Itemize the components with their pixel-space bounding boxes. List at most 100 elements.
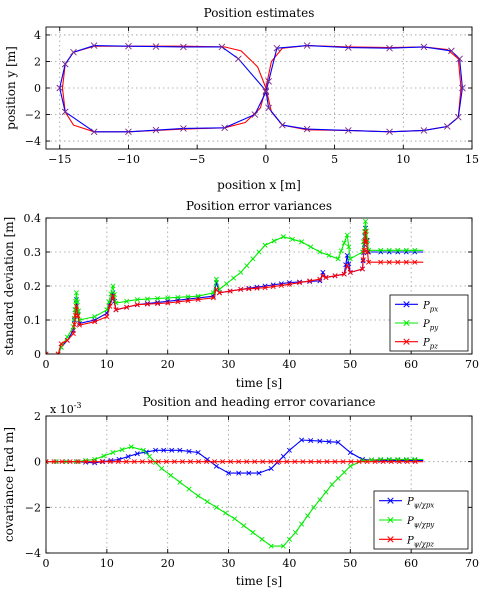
series-marker-2 (175, 294, 181, 300)
series-marker-2 (223, 510, 229, 516)
series-marker-3 (300, 459, 306, 465)
series-marker-3 (64, 337, 70, 343)
y-tick-label: −2 (25, 109, 41, 122)
series-marker-3 (340, 459, 346, 465)
series-marker-2 (144, 296, 150, 302)
series-marker-3 (403, 259, 409, 265)
series-marker-2 (119, 447, 125, 453)
series-marker-3 (361, 247, 367, 253)
series-marker-3 (395, 259, 401, 265)
series-marker-2 (238, 269, 244, 275)
series-marker-2 (259, 536, 265, 542)
series-marker-2 (268, 543, 274, 549)
series-marker-1 (226, 470, 232, 476)
legend: Pψ/χpx Pψ/χpy Pψ/χpz (373, 490, 469, 550)
x-tick-label: 30 (222, 358, 236, 371)
series-marker-2 (251, 111, 259, 118)
x-tick-label: 0 (43, 557, 50, 570)
series-marker-2 (152, 126, 160, 134)
series-marker-2 (110, 450, 116, 456)
series-marker-3 (412, 259, 418, 265)
series-marker-2 (386, 247, 392, 253)
series-marker-2 (456, 55, 463, 63)
x-tick-label: 0 (262, 153, 269, 166)
chart-panel-3: Position and heading error covariance 0 10… (2, 395, 479, 588)
series-marker-3 (364, 459, 370, 465)
series-marker-2 (235, 55, 242, 63)
series-marker-2 (420, 43, 428, 51)
x-tick-label: 60 (404, 358, 418, 371)
legend-marker (387, 497, 394, 504)
y-tick-label: 2 (34, 410, 41, 423)
series-marker-3 (270, 284, 276, 290)
series-marker-3 (124, 304, 130, 310)
series-marker-2 (165, 295, 171, 301)
series-marker-2 (204, 499, 210, 505)
series-marker-3 (59, 459, 65, 465)
legend-entry-label: Pψ/χpx (406, 497, 434, 510)
series-marker-3 (365, 249, 371, 255)
legend-entry-label: Ppz (422, 338, 438, 351)
legend: Ppx Ppy Ppz (389, 294, 469, 352)
series-marker-1 (195, 450, 201, 456)
series-marker-2 (395, 456, 401, 462)
x-tick-label: −5 (189, 153, 205, 166)
series-marker-3 (366, 259, 372, 265)
y-tick-label: 2 (34, 55, 41, 68)
series-marker-3 (165, 300, 171, 306)
series-marker-2 (61, 60, 69, 68)
series-marker-3 (359, 266, 365, 272)
series-marker-3 (67, 459, 73, 465)
series-marker-2 (305, 513, 311, 519)
series-marker-2 (180, 125, 187, 132)
series-marker-3 (378, 259, 384, 265)
x-tick-label: 50 (343, 358, 357, 371)
y-tick-label: 0.2 (24, 280, 42, 293)
series-marker-3 (187, 459, 194, 465)
x-tick-label: −10 (117, 153, 140, 166)
x-axis-label: time [s] (236, 574, 282, 588)
series-marker-2 (195, 493, 201, 499)
series-marker-2 (146, 453, 152, 459)
y-tick-label: 0.4 (24, 212, 42, 225)
series-marker-2 (74, 299, 80, 305)
series-marker-3 (388, 459, 394, 465)
series-marker-3 (196, 459, 202, 465)
x-tick-label: 30 (222, 557, 236, 570)
y-tick-label: 0.1 (24, 314, 42, 327)
series-marker-3 (356, 459, 362, 465)
series-marker-3 (155, 459, 161, 465)
series-marker-2 (185, 294, 191, 300)
series-marker-2 (335, 256, 341, 262)
series-marker-3 (344, 263, 350, 269)
series-marker-2 (232, 516, 238, 522)
series-marker-1 (177, 447, 183, 453)
plot-area (56, 42, 466, 136)
series-marker-2 (341, 469, 347, 475)
series-marker-2 (262, 88, 270, 96)
series-marker-2 (155, 295, 161, 301)
series-marker-2 (346, 244, 352, 250)
series-marker-2 (265, 78, 272, 85)
series-marker-2 (420, 127, 428, 134)
series-marker-2 (140, 447, 146, 453)
x-tick-label: 40 (282, 557, 296, 570)
series-marker-2 (345, 44, 352, 51)
series-marker-2 (90, 42, 98, 49)
series-marker-2 (308, 244, 314, 250)
series-marker-1 (125, 454, 131, 460)
series-marker-3 (260, 459, 266, 465)
series-marker-3 (284, 459, 290, 465)
series-marker-2 (231, 275, 237, 281)
series-marker-3 (292, 459, 298, 465)
series-marker-2 (256, 249, 262, 255)
series-marker-3 (396, 459, 402, 465)
series-marker-2 (459, 84, 466, 92)
series-marker-3 (227, 288, 233, 294)
series-marker-3 (386, 259, 392, 265)
series-marker-1 (347, 450, 353, 456)
series-line-1 (61, 45, 462, 133)
series-marker-1 (134, 451, 140, 457)
series-marker-2 (345, 127, 352, 134)
chart-title: Position and heading error covariance (143, 395, 376, 409)
